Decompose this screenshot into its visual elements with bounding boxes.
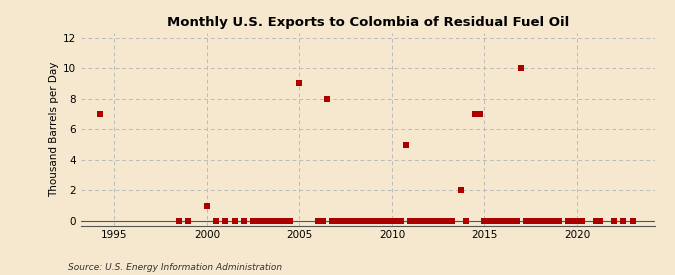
Point [609,219,620,223]
Point [572,219,583,223]
Point [419,219,430,223]
Point [530,219,541,223]
Point [544,219,555,223]
Point [484,219,495,223]
Point [317,219,328,223]
Point [248,219,259,223]
Point [562,219,573,223]
Point [377,219,388,223]
Point [567,219,578,223]
Point [590,219,601,223]
Point [382,219,393,223]
Point [553,219,564,223]
Point [262,219,273,223]
Point [475,112,485,116]
Point [252,219,263,223]
Point [396,219,406,223]
Point [618,219,628,223]
Point [335,219,346,223]
Point [539,219,550,223]
Point [392,219,402,223]
Point [447,219,458,223]
Point [280,219,291,223]
Point [414,219,425,223]
Point [173,219,184,223]
Point [479,219,490,223]
Point [627,219,638,223]
Point [368,219,379,223]
Point [350,219,360,223]
Point [488,219,499,223]
Point [359,219,370,223]
Point [257,219,268,223]
Point [535,219,545,223]
Text: Source: U.S. Energy Information Administration: Source: U.S. Energy Information Administ… [68,263,281,272]
Point [507,219,518,223]
Point [271,219,281,223]
Point [387,219,398,223]
Point [373,219,383,223]
Point [275,219,286,223]
Point [493,219,504,223]
Point [238,219,249,223]
Point [460,219,471,223]
Point [294,81,305,86]
Y-axis label: Thousand Barrels per Day: Thousand Barrels per Day [49,62,59,197]
Point [442,219,453,223]
Point [497,219,508,223]
Point [576,219,587,223]
Point [428,219,439,223]
Point [327,219,338,223]
Point [183,219,194,223]
Point [433,219,443,223]
Point [405,219,416,223]
Point [266,219,277,223]
Point [285,219,296,223]
Point [331,219,342,223]
Point [470,112,481,116]
Point [95,112,106,116]
Point [345,219,356,223]
Point [456,188,466,192]
Point [220,219,231,223]
Point [595,219,605,223]
Point [525,219,536,223]
Point [322,97,333,101]
Point [230,219,240,223]
Point [340,219,351,223]
Point [502,219,513,223]
Point [211,219,221,223]
Point [437,219,448,223]
Title: Monthly U.S. Exports to Colombia of Residual Fuel Oil: Monthly U.S. Exports to Colombia of Resi… [167,16,569,29]
Point [400,142,411,147]
Point [313,219,323,223]
Point [410,219,421,223]
Point [520,219,531,223]
Point [423,219,434,223]
Point [363,219,374,223]
Point [354,219,365,223]
Point [516,66,527,70]
Point [201,204,212,208]
Point [549,219,560,223]
Point [512,219,522,223]
